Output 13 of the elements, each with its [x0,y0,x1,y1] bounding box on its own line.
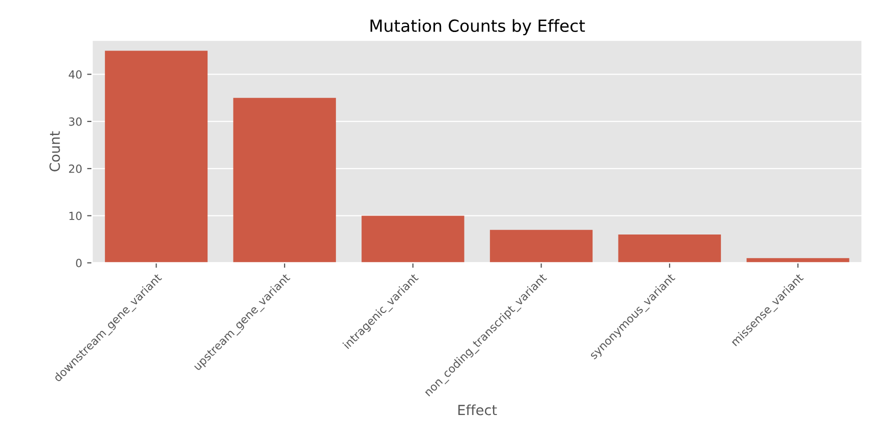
bar [490,230,593,263]
y-tick-label: 0 [76,258,82,268]
bar [104,50,208,263]
bar [233,98,336,263]
x-axis-title: Effect [458,404,497,416]
y-tick-label: 10 [69,212,82,220]
y-axis-title: Count [49,131,60,172]
y-tick-label: 40 [68,70,82,79]
bar [618,234,721,263]
y-tick-label: 30 [69,117,82,126]
bar [362,216,464,263]
y-tick-label: 20 [69,164,82,173]
chart-title: Mutation Counts by Effect [370,19,585,36]
